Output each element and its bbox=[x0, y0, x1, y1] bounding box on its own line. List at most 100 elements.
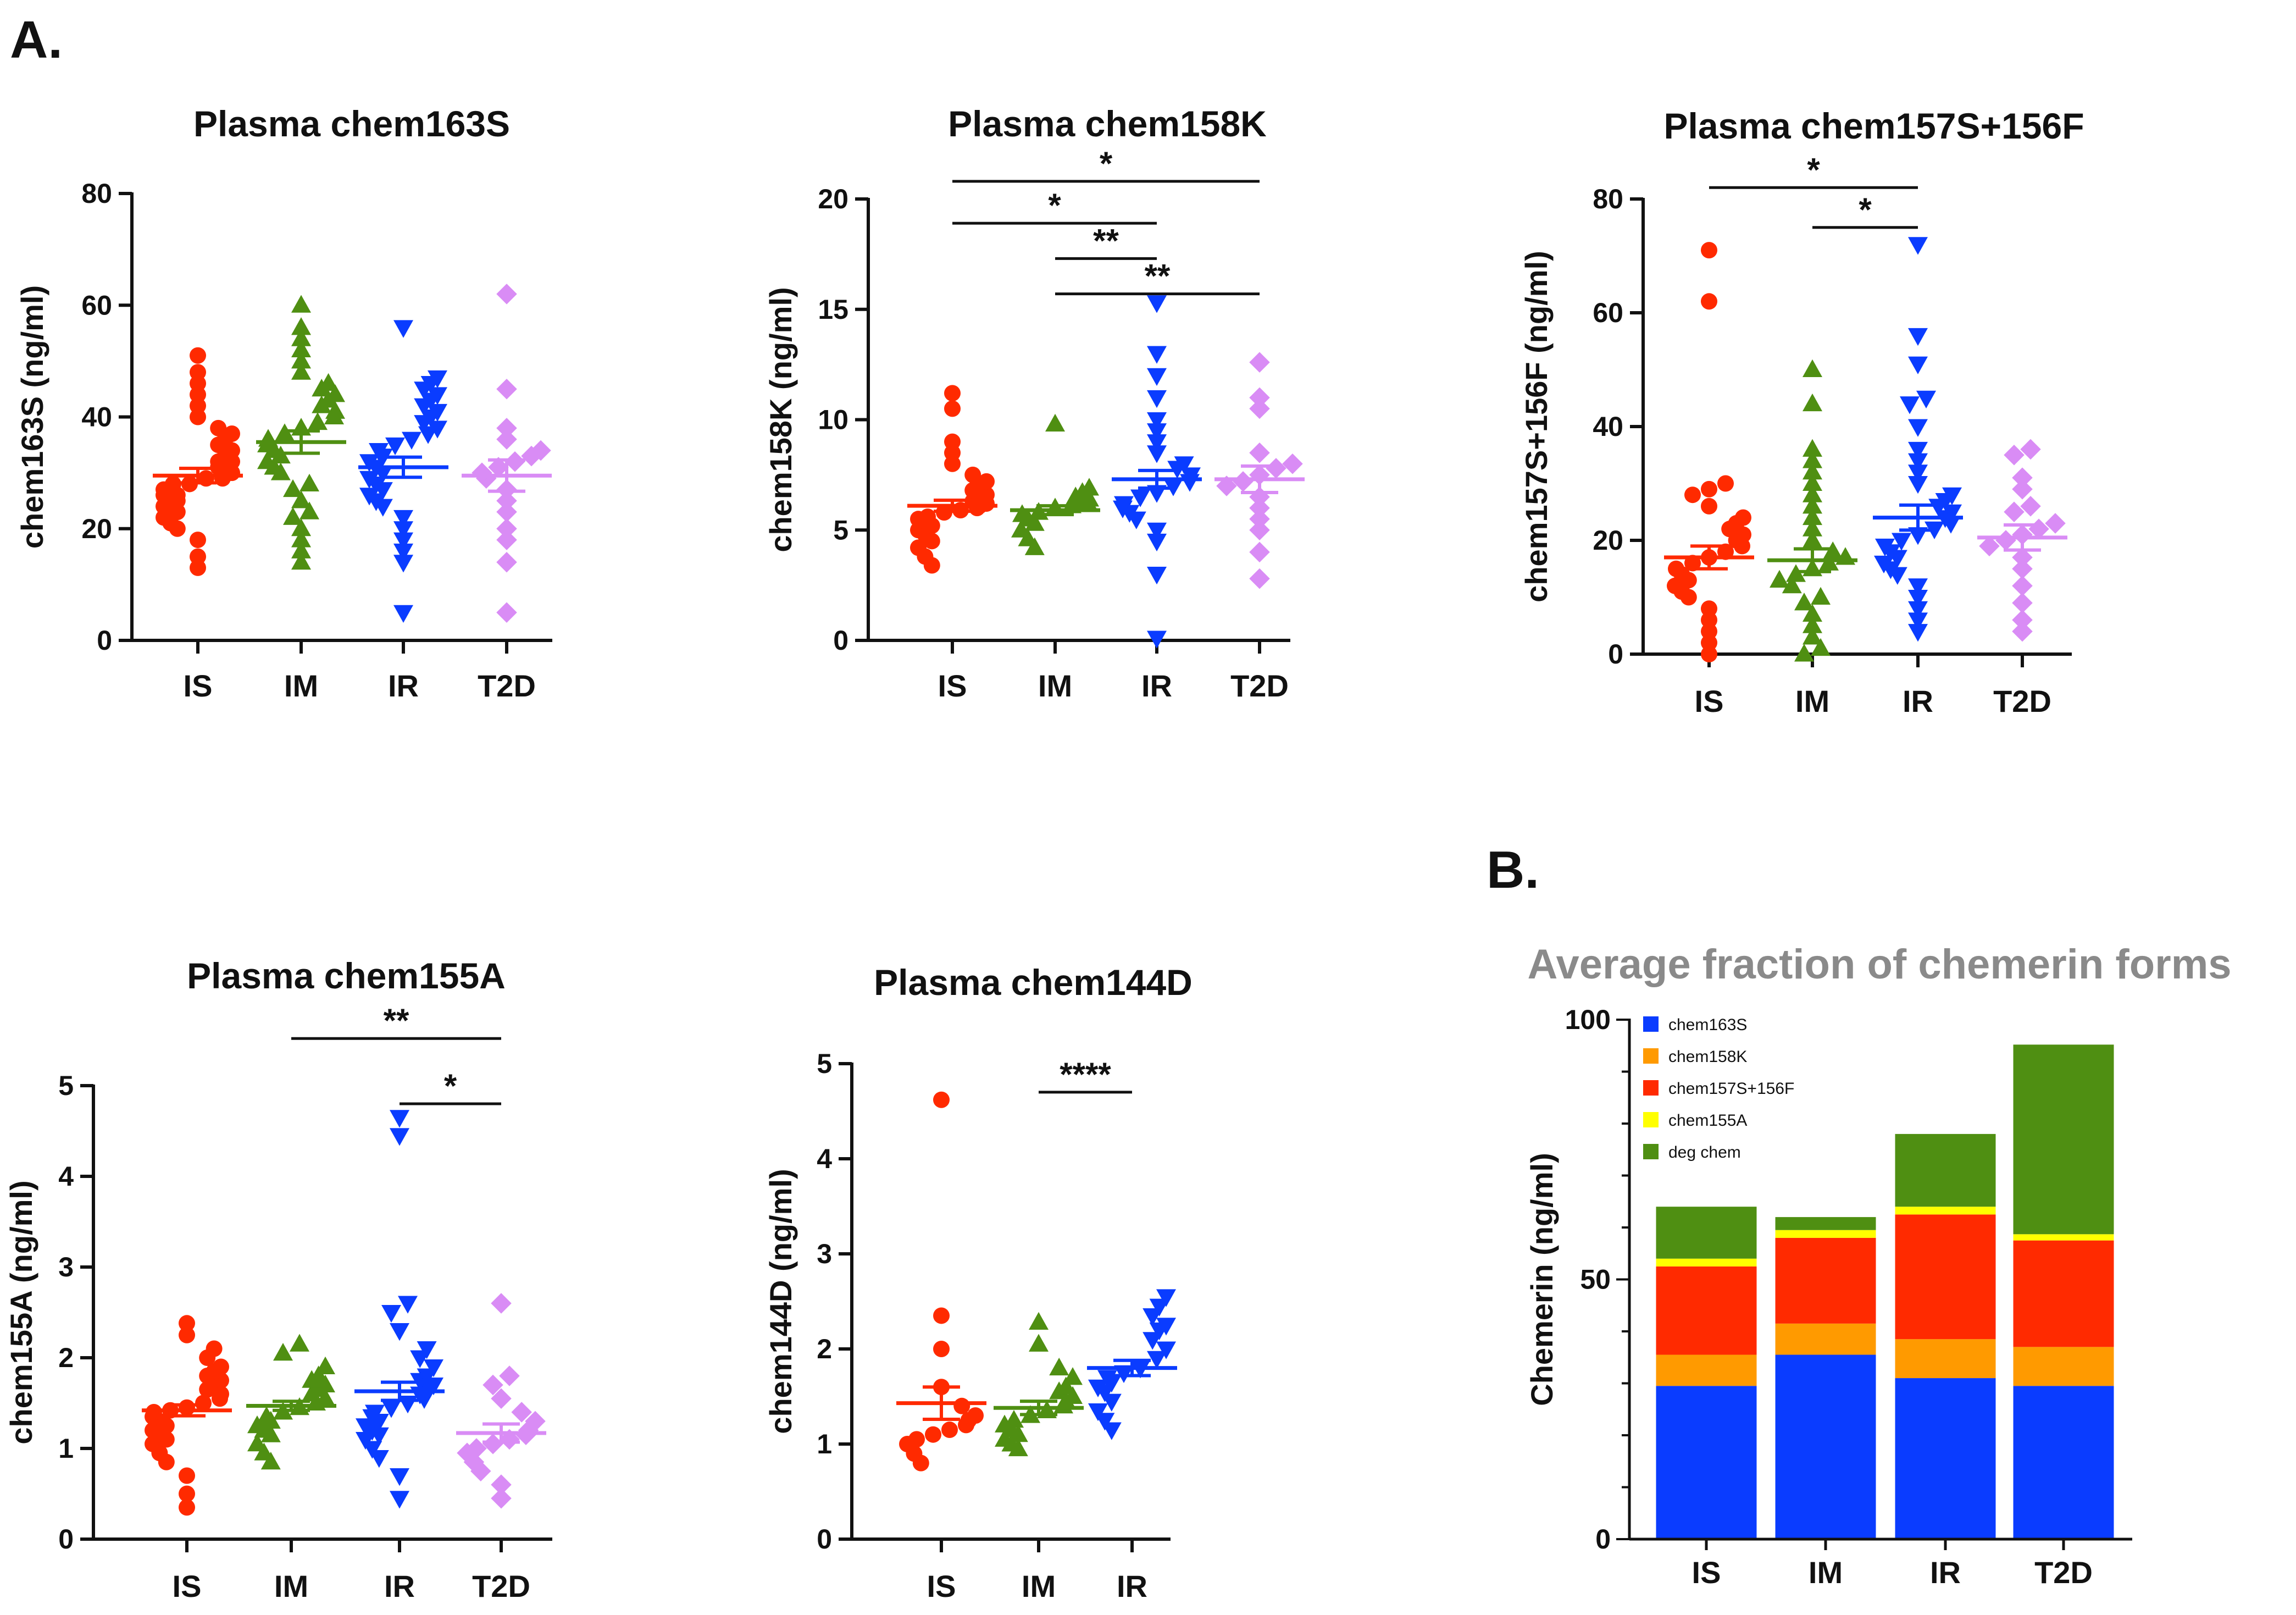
data-point bbox=[1811, 587, 1831, 605]
y-tick-label: 20 bbox=[1593, 525, 1623, 556]
data-point bbox=[1156, 1289, 1176, 1307]
group-t2d bbox=[456, 1293, 546, 1509]
data-point bbox=[315, 1374, 335, 1392]
significance-label: * bbox=[1859, 191, 1872, 228]
data-point bbox=[1282, 453, 1303, 474]
data-point bbox=[1717, 475, 1734, 492]
data-point bbox=[2045, 513, 2066, 534]
data-point bbox=[1823, 541, 1843, 560]
data-point bbox=[472, 462, 492, 483]
x-tick-label: IR bbox=[1930, 1555, 1961, 1590]
significance-label: **** bbox=[1060, 1056, 1111, 1093]
data-point bbox=[1147, 1351, 1167, 1369]
x-tick-label: IS bbox=[173, 1569, 202, 1603]
data-point bbox=[359, 471, 379, 489]
data-point bbox=[496, 378, 517, 400]
data-point bbox=[385, 437, 405, 456]
y-axis-label: chem155A (ng/ml) bbox=[4, 1180, 38, 1444]
group-ir bbox=[1087, 1289, 1177, 1440]
scatter-panel-2: Plasma chem158K chem158K (ng/ml) 0 5 10 15 20 I… bbox=[763, 103, 1305, 703]
bar-chem158k bbox=[2013, 1347, 2114, 1386]
data-point bbox=[995, 1414, 1014, 1433]
data-point bbox=[1908, 578, 1928, 596]
y-tick-label: 0 bbox=[1595, 1524, 1611, 1555]
data-point bbox=[179, 1326, 195, 1343]
bar-chem163s bbox=[1656, 1386, 1757, 1539]
data-point bbox=[2020, 496, 2041, 517]
chart-title: Average fraction of chemerin forms bbox=[1527, 941, 2231, 988]
bar-deg-chem bbox=[1895, 1133, 1996, 1207]
bar-deg-chem bbox=[1775, 1217, 1876, 1230]
data-point bbox=[390, 1110, 409, 1128]
data-point bbox=[1004, 1410, 1024, 1428]
data-point bbox=[359, 454, 379, 472]
y-tick-label: 1 bbox=[58, 1433, 74, 1464]
data-point bbox=[254, 1442, 274, 1461]
data-point bbox=[2012, 593, 2033, 613]
data-point bbox=[1803, 359, 1822, 377]
bar-chem158k bbox=[1656, 1354, 1757, 1386]
group-t2d bbox=[1214, 352, 1305, 589]
data-point bbox=[1147, 445, 1167, 463]
data-point bbox=[424, 1359, 443, 1378]
y-tick-label: 50 bbox=[1580, 1264, 1611, 1295]
data-point bbox=[291, 529, 311, 547]
chart-title: Plasma chem163S bbox=[193, 103, 510, 144]
data-point bbox=[213, 1358, 229, 1375]
group-ir bbox=[358, 320, 448, 623]
data-point bbox=[1130, 489, 1150, 507]
chart-title: Plasma chem157S+156F bbox=[1663, 106, 2084, 146]
y-tick-label: 0 bbox=[817, 1524, 832, 1555]
data-point bbox=[1908, 441, 1928, 460]
significance-label: ** bbox=[1093, 222, 1119, 259]
data-point bbox=[300, 501, 319, 519]
data-point bbox=[402, 432, 422, 450]
data-point bbox=[1701, 480, 1717, 497]
data-point bbox=[491, 1474, 512, 1495]
x-tick-label: IR bbox=[1117, 1569, 1147, 1603]
data-point bbox=[290, 1334, 309, 1352]
data-point bbox=[1908, 356, 1928, 374]
data-point bbox=[393, 510, 413, 528]
data-point bbox=[315, 1388, 335, 1406]
data-point bbox=[179, 1485, 195, 1502]
data-point bbox=[933, 1307, 950, 1324]
data-point bbox=[1803, 439, 1822, 457]
y-tick-label: 1 bbox=[817, 1429, 832, 1459]
data-point bbox=[258, 429, 278, 447]
y-tick-label: 0 bbox=[1608, 639, 1623, 670]
data-point bbox=[1701, 634, 1717, 651]
data-point bbox=[1249, 387, 1270, 408]
data-point bbox=[428, 403, 447, 422]
data-point bbox=[504, 451, 525, 472]
x-tick-label: IS bbox=[184, 668, 213, 703]
data-point bbox=[428, 387, 447, 405]
significance-label: * bbox=[444, 1068, 457, 1104]
data-point bbox=[428, 370, 447, 389]
data-point bbox=[1908, 476, 1928, 494]
data-point bbox=[1908, 237, 1928, 255]
data-point bbox=[1249, 442, 1270, 463]
bar-deg-chem bbox=[1656, 1207, 1757, 1259]
data-point bbox=[2012, 467, 2033, 488]
data-point bbox=[1908, 464, 1928, 483]
data-point bbox=[1803, 604, 1822, 622]
x-tick-label: IS bbox=[1695, 684, 1724, 718]
data-point bbox=[1266, 458, 1286, 479]
data-point bbox=[190, 364, 206, 381]
bar-chem163s bbox=[2013, 1386, 2114, 1539]
data-point bbox=[908, 1431, 925, 1448]
data-point bbox=[291, 518, 311, 537]
scatter-panel-5: Plasma chem144D chem144D (ng/ml) 0 1 2 3 4 5 IS I… bbox=[763, 962, 1193, 1603]
data-point bbox=[1701, 646, 1717, 662]
data-point bbox=[224, 425, 240, 442]
data-point bbox=[1147, 533, 1167, 552]
data-point bbox=[496, 418, 517, 439]
data-point bbox=[1079, 478, 1099, 496]
data-point bbox=[325, 401, 345, 419]
data-point bbox=[1181, 467, 1201, 485]
data-point bbox=[488, 457, 509, 478]
data-point bbox=[1147, 295, 1167, 313]
y-tick-label: 0 bbox=[97, 625, 112, 656]
y-tick-label: 3 bbox=[58, 1252, 74, 1282]
